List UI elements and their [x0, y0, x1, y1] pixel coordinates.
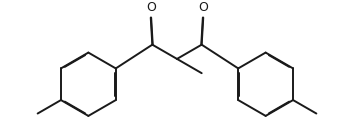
- Text: O: O: [198, 1, 208, 14]
- Text: O: O: [146, 1, 156, 14]
